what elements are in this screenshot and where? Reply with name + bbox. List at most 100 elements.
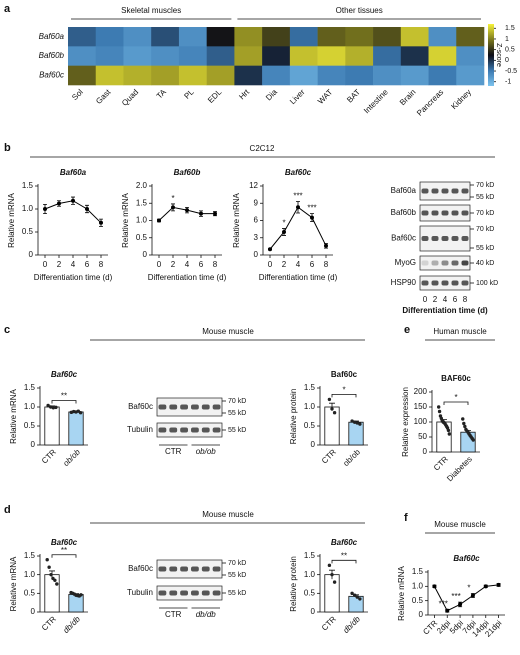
- x-tick-label: 2: [171, 260, 176, 269]
- significance-bracket: [51, 554, 77, 558]
- x-tick-label: 2: [282, 260, 287, 269]
- data-point: [437, 409, 442, 414]
- blot-band: [441, 260, 449, 266]
- significance: **: [61, 546, 67, 555]
- y-tick-label: 1.0: [24, 402, 36, 411]
- x-tick-label: 8: [213, 260, 218, 269]
- significance: ***: [451, 592, 460, 601]
- column-label: TA: [155, 87, 169, 101]
- row-label: Baf60a: [39, 32, 65, 41]
- blot-band: [180, 427, 188, 433]
- panel-letter: f: [404, 512, 408, 524]
- blot-label: Baf60b: [391, 208, 417, 217]
- size-marker: 55 kD: [476, 245, 494, 252]
- heatmap-cell: [206, 46, 235, 66]
- panel-letter: d: [4, 504, 11, 516]
- heatmap-cell: [178, 65, 207, 86]
- y-tick-label: 0.5: [304, 588, 316, 597]
- heatmap-cell: [151, 65, 180, 86]
- heatmap-cell: [206, 27, 235, 47]
- row-label: Baf60c: [39, 70, 64, 79]
- y-tick-label: 1.0: [136, 216, 148, 225]
- x-tick-label: ob/ob: [341, 447, 362, 468]
- heatmap-cell: [456, 46, 485, 66]
- heatmap-cell: [400, 27, 429, 47]
- heatmap-cell: [151, 46, 180, 66]
- y-tick-label: 100: [414, 417, 428, 426]
- panel-letter: b: [4, 142, 11, 154]
- blot-band: [169, 590, 178, 596]
- heatmap-cell: [345, 46, 374, 66]
- data-point: [53, 578, 57, 582]
- blot-band: [212, 566, 221, 572]
- y-tick-label: 12: [249, 181, 258, 190]
- significance: *: [467, 584, 470, 593]
- y-axis-label: Relative expression: [401, 387, 410, 457]
- blot-band: [461, 188, 469, 194]
- y-tick-label: 9: [254, 198, 259, 207]
- colorbar-label: Z-score: [495, 43, 502, 67]
- blot-frame: [156, 422, 223, 438]
- blot-band: [421, 236, 429, 241]
- data-point: [358, 597, 362, 601]
- marker: [213, 211, 217, 216]
- colorbar-tick-label: 0: [505, 57, 509, 64]
- heatmap-cell: [428, 65, 457, 86]
- blot-band: [201, 404, 210, 410]
- blot-label: MyoG: [395, 258, 416, 267]
- data-point: [461, 417, 465, 421]
- marker: [432, 584, 437, 589]
- heatmap-cell: [123, 46, 152, 66]
- x-tick-label: 8: [99, 260, 104, 269]
- size-marker: 55 kD: [228, 427, 246, 434]
- y-tick-label: 1.5: [22, 181, 34, 190]
- x-tick-label: 8: [324, 260, 329, 269]
- blot-band: [158, 590, 167, 596]
- chart-title: Baf60c: [331, 370, 358, 379]
- y-axis-label: Relative mRNA: [9, 389, 18, 444]
- y-tick-label: 0.5: [24, 421, 36, 430]
- heatmap-cell: [178, 27, 207, 47]
- blot-label: HSP90: [391, 278, 417, 287]
- blot-band: [441, 280, 449, 286]
- heatmap-cell: [95, 65, 124, 86]
- column-label: Intestine: [362, 87, 390, 115]
- heatmap-cell: [178, 46, 207, 66]
- blot-band: [201, 427, 210, 433]
- data-point: [55, 582, 59, 586]
- x-tick-label: Diabetes: [445, 455, 474, 484]
- heatmap-cell: [123, 27, 152, 47]
- marker: [199, 211, 203, 216]
- heatmap-cell: [262, 27, 291, 47]
- marker: [458, 602, 463, 607]
- heatmap-cell: [317, 46, 346, 66]
- blot-frame: [156, 559, 223, 579]
- y-tick-label: 0: [311, 607, 316, 616]
- data-point: [332, 580, 337, 584]
- y-tick-label: 1.0: [412, 581, 424, 590]
- y-tick-label: 3: [254, 233, 259, 242]
- column-label: Sol: [70, 87, 85, 102]
- lane-label: 4: [443, 295, 448, 304]
- y-tick-label: 1.5: [136, 198, 148, 207]
- y-tick-label: 0.5: [412, 596, 424, 605]
- data-point: [47, 565, 51, 569]
- blot-label: Baf60c: [128, 564, 153, 573]
- blot-label: Baf60a: [391, 186, 417, 195]
- x-tick-label: CTR: [40, 447, 58, 465]
- size-marker: 70 kD: [228, 398, 246, 405]
- blot-band: [431, 236, 439, 241]
- size-marker: 100 kD: [476, 280, 498, 287]
- bar: [68, 594, 84, 613]
- y-axis-label: Relative mRNA: [397, 566, 406, 621]
- x-tick-label: db/db: [341, 614, 362, 635]
- significance: ***: [307, 204, 316, 213]
- data-point: [350, 591, 354, 596]
- y-tick-label: 0: [31, 607, 36, 616]
- data-point: [353, 420, 357, 424]
- heatmap-cell: [68, 27, 97, 47]
- significance: *: [282, 219, 285, 228]
- size-marker: 70 kD: [228, 560, 246, 567]
- heatmap-cell: [317, 65, 346, 86]
